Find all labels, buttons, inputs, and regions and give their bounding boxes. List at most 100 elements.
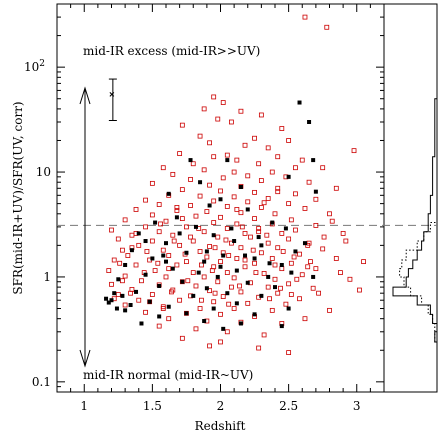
open-square-point bbox=[115, 292, 121, 297]
open-square-point bbox=[190, 270, 196, 275]
open-square-point bbox=[149, 212, 155, 218]
open-square-point bbox=[327, 307, 332, 313]
open-square-point bbox=[269, 307, 275, 313]
open-square-point bbox=[169, 289, 174, 295]
x-tick-label: 1 bbox=[80, 399, 88, 413]
open-square-point bbox=[329, 218, 335, 224]
open-square-point bbox=[294, 276, 300, 282]
filled-square-point bbox=[266, 274, 271, 279]
filled-square-point bbox=[193, 224, 198, 229]
open-square-point bbox=[248, 234, 253, 240]
open-square-point bbox=[160, 247, 166, 253]
open-square-point bbox=[160, 306, 166, 311]
filled-square-point bbox=[166, 304, 171, 309]
open-square-point bbox=[313, 196, 319, 202]
filled-square-point bbox=[166, 191, 171, 196]
open-square-point bbox=[211, 299, 217, 305]
open-square-point bbox=[117, 260, 123, 266]
open-square-point bbox=[166, 266, 172, 272]
filled-square-point bbox=[134, 289, 139, 294]
open-square-point bbox=[122, 217, 128, 223]
open-square-point bbox=[224, 204, 230, 209]
open-square-point bbox=[343, 238, 349, 244]
open-square-point bbox=[302, 316, 308, 322]
open-square-point bbox=[143, 197, 148, 203]
x-tick-labels: 1 1.5 2 2.5 3 bbox=[80, 399, 360, 413]
filled-square-point bbox=[313, 189, 318, 194]
open-square-point bbox=[122, 302, 128, 308]
error-bar bbox=[108, 78, 117, 122]
open-square-point bbox=[177, 297, 183, 303]
filled-square-point bbox=[286, 306, 291, 311]
open-square-point bbox=[286, 138, 292, 143]
open-square-point bbox=[310, 285, 316, 291]
y-tick-labels: 0.1 1 10 102 bbox=[24, 59, 51, 389]
open-square-point bbox=[174, 208, 180, 213]
open-square-point bbox=[215, 279, 221, 285]
open-square-point bbox=[228, 240, 234, 246]
filled-square-point bbox=[123, 308, 128, 313]
open-square-point bbox=[179, 122, 185, 128]
filled-square-point bbox=[245, 207, 250, 212]
filled-square-point bbox=[120, 293, 125, 298]
open-square-point bbox=[320, 246, 326, 252]
open-square-point bbox=[265, 145, 271, 151]
filled-square-point bbox=[109, 298, 114, 303]
open-square-point bbox=[265, 240, 271, 246]
filled-square-point bbox=[211, 233, 216, 238]
open-square-point bbox=[275, 245, 281, 251]
filled-square-point bbox=[252, 312, 257, 317]
filled-square-point bbox=[221, 253, 226, 258]
open-square-point bbox=[193, 326, 199, 332]
open-square-point bbox=[272, 276, 278, 282]
filled-square-point bbox=[184, 311, 189, 316]
filled-square-point bbox=[184, 250, 189, 255]
filled-square-point bbox=[289, 270, 294, 275]
y-tick-label: 0.1 bbox=[32, 375, 51, 389]
open-square-point bbox=[275, 154, 281, 160]
open-square-point bbox=[184, 259, 189, 265]
open-square-point bbox=[234, 221, 240, 227]
open-square-point bbox=[269, 256, 275, 261]
open-square-point bbox=[156, 323, 162, 329]
filled-square-point bbox=[211, 306, 216, 311]
open-square-point bbox=[234, 157, 240, 163]
filled-square-point bbox=[174, 215, 179, 220]
open-square-point bbox=[218, 188, 223, 194]
filled-square-point bbox=[234, 301, 239, 306]
open-square-point bbox=[143, 309, 148, 315]
open-square-point bbox=[231, 194, 237, 200]
open-square-point bbox=[177, 242, 183, 248]
open-square-point bbox=[239, 224, 245, 230]
open-square-point bbox=[218, 259, 223, 265]
open-square-point bbox=[357, 287, 362, 293]
filled-square-point bbox=[256, 235, 261, 240]
open-square-point bbox=[149, 180, 155, 186]
open-square-point bbox=[166, 316, 172, 322]
open-square-point bbox=[278, 285, 283, 291]
open-square-point bbox=[197, 306, 203, 311]
filled-square-point bbox=[143, 272, 148, 277]
open-square-point bbox=[211, 198, 217, 204]
open-square-point bbox=[211, 94, 217, 100]
filled-square-point bbox=[136, 231, 141, 236]
open-square-point bbox=[163, 218, 169, 224]
open-square-point bbox=[272, 262, 278, 268]
open-square-point bbox=[207, 244, 213, 249]
open-square-point bbox=[197, 193, 203, 199]
open-square-point bbox=[237, 283, 242, 289]
filled-square-point bbox=[164, 241, 168, 246]
open-square-point bbox=[224, 329, 230, 335]
open-square-point bbox=[261, 332, 267, 338]
open-square-point bbox=[302, 206, 308, 211]
filled-square-point bbox=[238, 185, 243, 190]
open-square-point bbox=[149, 238, 155, 244]
y-tick-label: 102 bbox=[24, 59, 45, 74]
open-square-point bbox=[190, 238, 196, 244]
open-square-point bbox=[297, 296, 302, 302]
open-square-point bbox=[275, 189, 281, 195]
open-square-point bbox=[133, 207, 139, 212]
open-square-point bbox=[231, 169, 237, 175]
open-square-point bbox=[302, 14, 308, 20]
x-tick-label: 2.5 bbox=[279, 399, 298, 413]
